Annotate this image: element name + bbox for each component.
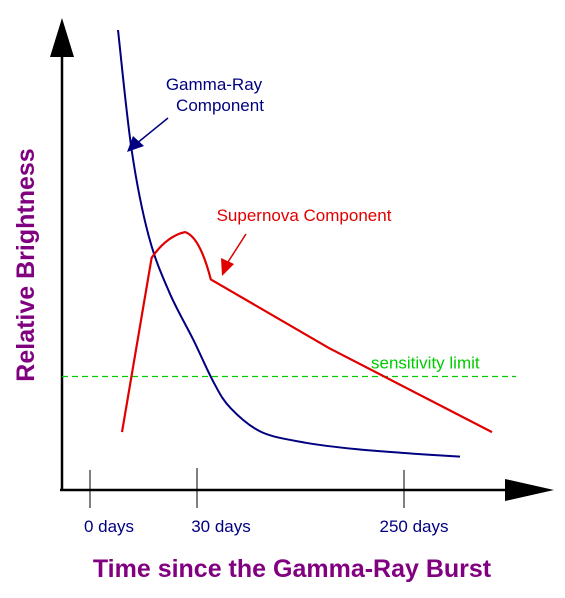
x-axis-arrowhead bbox=[505, 479, 554, 501]
x-tick-label: 250 days bbox=[380, 517, 449, 536]
x-tick-label: 30 days bbox=[191, 517, 251, 536]
sensitivity-limit-label: sensitivity limit bbox=[371, 354, 480, 373]
supernova-annotation-arrow bbox=[227, 233, 247, 263]
gamma-ray-annotation-arrow bbox=[135, 117, 169, 145]
supernova-annotation: Supernova Component bbox=[217, 206, 392, 225]
y-axis-title: Relative Brightness bbox=[12, 148, 40, 381]
supernova-component-curve bbox=[120, 230, 493, 434]
gamma-ray-annotation-line1: Gamma-Ray bbox=[166, 75, 263, 94]
x-axis-title: Time since the Gamma-Ray Burst bbox=[93, 555, 492, 583]
gamma-ray-annotation-line2: Component bbox=[176, 96, 264, 115]
x-tick-label: 0 days bbox=[84, 517, 134, 536]
gamma-ray-arrowhead bbox=[127, 136, 144, 152]
gamma-ray-component-curve bbox=[117, 29, 461, 458]
supernova-arrowhead bbox=[221, 258, 234, 276]
y-axis-arrowhead bbox=[50, 18, 74, 57]
